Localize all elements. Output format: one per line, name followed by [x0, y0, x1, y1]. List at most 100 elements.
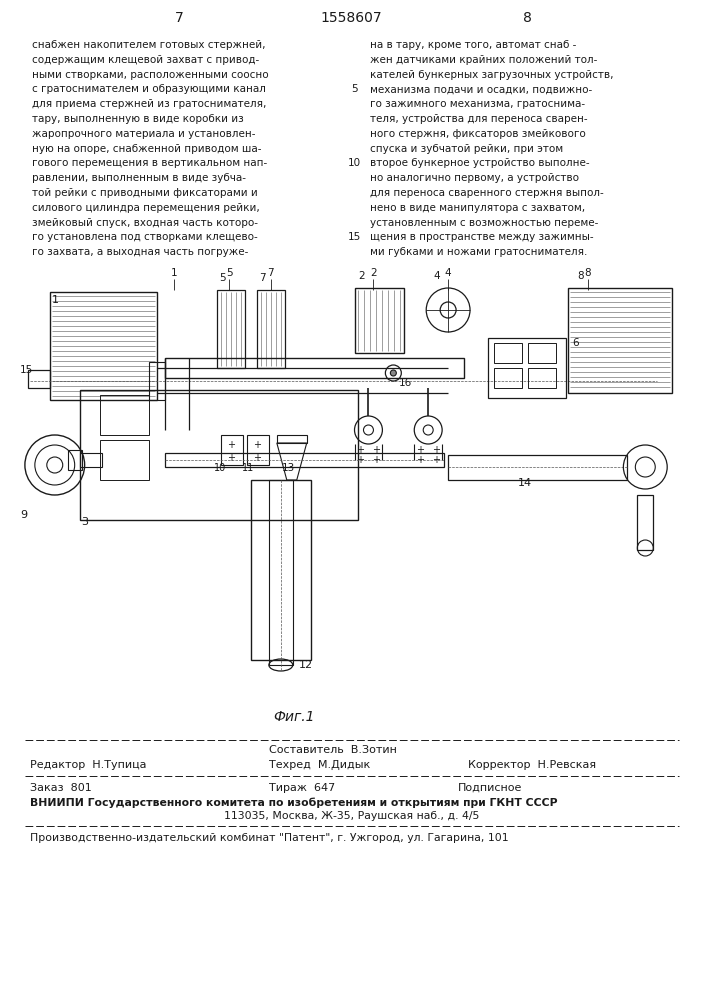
Text: 7: 7 [267, 268, 274, 278]
Text: 16: 16 [398, 378, 411, 388]
Text: +: + [356, 455, 365, 465]
Text: теля, устройства для переноса сварен-: теля, устройства для переноса сварен- [370, 114, 588, 124]
Text: Производственно-издательский комбинат "Патент", г. Ужгород, ул. Гагарина, 101: Производственно-издательский комбинат "П… [30, 833, 508, 843]
Text: 11: 11 [242, 463, 255, 473]
Text: 5: 5 [351, 84, 358, 94]
Text: ную на опоре, снабженной приводом ша-: ную на опоре, снабженной приводом ша- [32, 144, 262, 154]
Bar [257, 290, 285, 368]
Bar [68, 450, 81, 470]
Text: 12: 12 [299, 660, 313, 670]
Text: с гратоснимателем и образующими канал: с гратоснимателем и образующими канал [32, 84, 266, 94]
Text: равлении, выполненным в виде зубча-: равлении, выполненным в виде зубча- [32, 173, 246, 183]
Text: 9: 9 [20, 510, 27, 520]
Text: 1558607: 1558607 [321, 11, 382, 25]
Bar [494, 343, 522, 363]
Text: 113035, Москва, Ж-35, Раушская наб., д. 4/5: 113035, Москва, Ж-35, Раушская наб., д. … [224, 811, 479, 821]
Bar [49, 292, 158, 400]
Bar [165, 358, 464, 378]
Text: 4: 4 [445, 268, 452, 278]
Text: змейковый спуск, входная часть которо-: змейковый спуск, входная часть которо- [32, 218, 258, 228]
Text: щения в пространстве между зажимны-: щения в пространстве между зажимны- [370, 232, 594, 242]
Text: Редактор  Н.Тупица: Редактор Н.Тупица [30, 760, 146, 770]
Text: го захвата, а выходная часть погруже-: го захвата, а выходная часть погруже- [32, 247, 248, 257]
Text: 6: 6 [573, 338, 579, 348]
Text: 10: 10 [348, 158, 361, 168]
Text: +: + [432, 445, 440, 455]
Bar [568, 288, 672, 393]
Text: 7: 7 [175, 11, 184, 25]
Bar [149, 362, 165, 400]
Text: той рейки с приводными фиксаторами и: той рейки с приводными фиксаторами и [32, 188, 257, 198]
Bar [247, 435, 269, 465]
Text: ми губками и ножами гратоснимателя.: ми губками и ножами гратоснимателя. [370, 247, 588, 257]
Text: для переноса сваренного стержня выпол-: для переноса сваренного стержня выпол- [370, 188, 604, 198]
Text: 8: 8 [523, 11, 532, 25]
Text: кателей бункерных загрузочных устройств,: кателей бункерных загрузочных устройств, [370, 70, 614, 80]
Bar [354, 288, 404, 353]
Text: 10: 10 [214, 463, 226, 473]
Text: ВНИИПИ Государственного комитета по изобретениям и открытиям при ГКНТ СССР: ВНИИПИ Государственного комитета по изоб… [30, 797, 558, 808]
Bar [100, 395, 149, 435]
Bar [100, 440, 149, 480]
Bar [251, 480, 310, 660]
Bar [494, 368, 522, 388]
Bar [217, 290, 245, 368]
Circle shape [390, 370, 397, 376]
Bar [448, 455, 627, 480]
Text: Техред  М.Дидык: Техред М.Дидык [269, 760, 370, 770]
Text: 1: 1 [52, 295, 59, 305]
Bar [488, 338, 566, 398]
Bar [221, 435, 243, 465]
Text: Фиг.1: Фиг.1 [273, 710, 315, 724]
Bar [80, 453, 102, 467]
Text: +: + [432, 455, 440, 465]
Text: +: + [227, 440, 235, 450]
Text: +: + [253, 440, 261, 450]
Text: 3: 3 [81, 517, 88, 527]
Text: жен датчиками крайних положений тол-: жен датчиками крайних положений тол- [370, 55, 598, 65]
Text: 5: 5 [226, 268, 233, 278]
Text: жаропрочного материала и установлен-: жаропрочного материала и установлен- [32, 129, 255, 139]
Bar [80, 390, 358, 520]
Text: механизма подачи и осадки, подвижно-: механизма подачи и осадки, подвижно- [370, 84, 592, 94]
Text: для приема стержней из гратоснимателя,: для приема стержней из гратоснимателя, [32, 99, 267, 109]
Text: ного стержня, фиксаторов змейкового: ного стержня, фиксаторов змейкового [370, 129, 586, 139]
Text: 2: 2 [358, 271, 365, 281]
Text: 1: 1 [171, 268, 177, 278]
Text: 14: 14 [518, 478, 532, 488]
Text: Тираж  647: Тираж 647 [269, 783, 335, 793]
Text: +: + [227, 453, 235, 463]
Text: второе бункерное устройство выполне-: второе бункерное устройство выполне- [370, 158, 590, 168]
Text: го зажимного механизма, гратоснима-: го зажимного механизма, гратоснима- [370, 99, 585, 109]
Bar [165, 453, 444, 467]
Text: +: + [416, 445, 424, 455]
Text: силового цилиндра перемещения рейки,: силового цилиндра перемещения рейки, [32, 203, 259, 213]
Text: 15: 15 [20, 365, 33, 375]
Text: 8: 8 [578, 271, 584, 281]
Text: +: + [373, 455, 380, 465]
Text: +: + [356, 445, 365, 455]
Text: 13: 13 [282, 463, 295, 473]
Bar [528, 343, 556, 363]
Text: тару, выполненную в виде коробки из: тару, выполненную в виде коробки из [32, 114, 244, 124]
Text: снабжен накопителем готовых стержней,: снабжен накопителем готовых стержней, [32, 40, 265, 50]
Bar [528, 368, 556, 388]
Text: гового перемещения в вертикальном нап-: гового перемещения в вертикальном нап- [32, 158, 267, 168]
Bar [269, 480, 293, 665]
Text: +: + [253, 453, 261, 463]
Text: 4: 4 [433, 271, 440, 281]
Text: 7: 7 [259, 273, 266, 283]
Text: спуска и зубчатой рейки, при этом: спуска и зубчатой рейки, при этом [370, 144, 563, 154]
Text: Подписное: Подписное [458, 783, 522, 793]
Text: 15: 15 [348, 232, 361, 242]
Bar [637, 495, 653, 550]
Text: 8: 8 [584, 268, 591, 278]
Text: содержащим клещевой захват с привод-: содержащим клещевой захват с привод- [32, 55, 259, 65]
Text: 5: 5 [219, 273, 226, 283]
Text: го установлена под створками клещево-: го установлена под створками клещево- [32, 232, 257, 242]
Text: 2: 2 [370, 268, 377, 278]
Text: Заказ  801: Заказ 801 [30, 783, 92, 793]
Text: на в тару, кроме того, автомат снаб -: на в тару, кроме того, автомат снаб - [370, 40, 577, 50]
Text: Составитель  В.Зотин: Составитель В.Зотин [269, 745, 397, 755]
Text: Корректор  Н.Ревская: Корректор Н.Ревская [468, 760, 596, 770]
